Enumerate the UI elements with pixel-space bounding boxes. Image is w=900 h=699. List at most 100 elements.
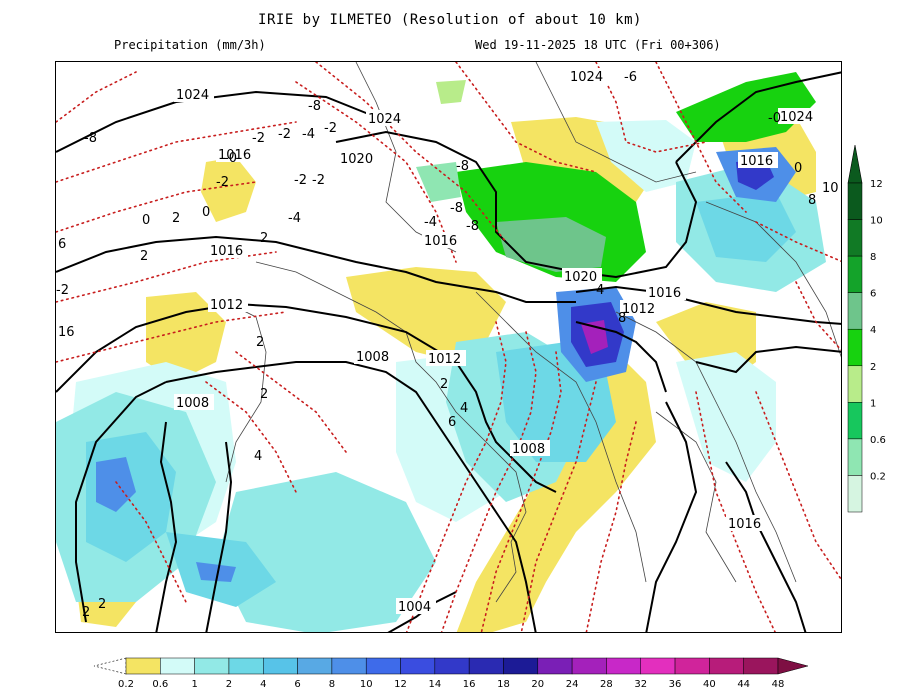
svg-text:1012: 1012 (428, 352, 461, 367)
precip-legend-tick: 48 (772, 679, 785, 690)
isobar-label: 1016 (738, 152, 778, 169)
isotherm-label: 0 (142, 213, 150, 228)
isotherm-label: 2 (260, 387, 268, 402)
precip-legend-bar: 0.2 0.6 1 2 4 6 8 10 12 14 16 18 20 24 28 32 36 40 44 48 (93, 657, 809, 690)
precip-legend-arrow-right (777, 657, 809, 675)
isotherm-label: -8 (450, 201, 463, 216)
isotherm-label: 4 (254, 449, 262, 464)
map-title: IRIE by ILMETEO (Resolution of about 10 … (258, 12, 642, 28)
snow-legend-tick: 2 (870, 362, 876, 373)
svg-text:1020: 1020 (564, 270, 597, 285)
precip-legend-swatch (606, 657, 641, 675)
svg-text:1020: 1020 (340, 152, 373, 167)
field-label: Precipitation (mm/3h) (114, 38, 266, 52)
valid-time: Wed 19-11-2025 18 UTC (Fri 00+306) (475, 38, 721, 52)
svg-text:1004: 1004 (398, 600, 431, 615)
svg-text:1016: 1016 (740, 154, 773, 169)
svg-text:1024: 1024 (570, 70, 603, 85)
precip-legend-tick: 2 (226, 679, 232, 690)
svg-text:1016: 1016 (210, 244, 243, 259)
isobar-label: 1016 (422, 232, 462, 249)
isotherm-label: 2 (256, 335, 264, 350)
isobar-label: 1008 (510, 440, 550, 457)
precip-legend-swatch (263, 657, 298, 675)
precip-legend-tick: 20 (531, 679, 544, 690)
isotherm-label: -2 (278, 127, 291, 142)
isobar-lines (56, 71, 841, 632)
svg-text:1024: 1024 (176, 88, 209, 103)
precip-legend-tick: 16 (463, 679, 476, 690)
svg-text:1016: 1016 (424, 234, 457, 249)
isotherm-label: -2 (216, 175, 229, 190)
svg-text:1016: 1016 (218, 148, 251, 163)
precip-legend-tick: 10 (360, 679, 373, 690)
precip-legend-tick: 4 (260, 679, 266, 690)
snow-legend-tick: 8 (870, 252, 876, 263)
isotherm-label: 10 (822, 181, 839, 196)
isotherm-label: 8 (808, 193, 816, 208)
svg-text:1008: 1008 (512, 442, 545, 457)
isotherm-label: 2 (260, 231, 268, 246)
precip-legend-tick: 28 (600, 679, 613, 690)
snow-legend: 12 10 8 6 4 2 1 0.6 0.2 (846, 144, 898, 525)
precip-legend-tick: 44 (737, 679, 750, 690)
precip-legend-swatch (537, 657, 573, 675)
precip-legend-swatch (297, 657, 333, 675)
precip-legend-tick: 0.6 (152, 679, 168, 690)
isotherm-label: 4 (460, 401, 468, 416)
isotherm-label: 4 (596, 283, 604, 298)
isotherm-label: -4 (424, 215, 437, 230)
map-panel: 1024 1024 1024 1024 1020 1020 1016 1016 … (55, 61, 842, 633)
precip-legend-tick: 1 (191, 679, 197, 690)
snow-legend-bar: 12 10 8 6 4 2 1 0.6 0.2 (847, 144, 886, 513)
precip-legend-swatch (365, 657, 401, 675)
snow-legend-tick: 1 (870, 398, 876, 409)
precip-legend-tick: 24 (566, 679, 579, 690)
isotherm-label: 0 (794, 161, 802, 176)
isobar-label: 1012 (620, 300, 660, 317)
snow-legend-swatch (847, 219, 863, 257)
isobar-label: 1016 (646, 284, 686, 301)
isotherm-label: -4 (302, 127, 315, 142)
isobar-labels: 1024 1024 1024 1024 1020 1020 1016 1016 … (174, 68, 818, 615)
snow-legend-arrow (847, 144, 863, 184)
isobar-label: 1012 (208, 296, 248, 313)
svg-text:1012: 1012 (210, 298, 243, 313)
precip-legend-tick: 14 (428, 679, 441, 690)
isobar-label: 1004 (396, 598, 436, 615)
svg-text:1016: 1016 (728, 517, 761, 532)
precip-legend-swatch (331, 657, 367, 675)
precip-legend-swatch (434, 657, 470, 675)
isotherm-label: 2 (98, 597, 106, 612)
precip-legend: 0.2 0.6 1 2 4 6 8 10 12 14 16 18 20 24 28 32 36 40 44 48 (92, 655, 812, 695)
isotherm-label: -2 (324, 121, 337, 136)
isotherm-label: -2 (312, 173, 325, 188)
snow-legend-tick: 10 (870, 216, 883, 227)
precip-legend-tick: 12 (394, 679, 407, 690)
snow-legend-tick: 0.6 (870, 435, 886, 446)
isotherm-label: 2 (140, 249, 148, 264)
isotherm-label: -8 (466, 219, 479, 234)
isobar-label: 1012 (426, 350, 466, 367)
isotherm-lines (56, 62, 841, 632)
snow-legend-swatch (847, 255, 863, 293)
precip-legend-swatch (743, 657, 779, 675)
precip-legend-swatch (160, 657, 195, 675)
precip-legend-tick: 6 (294, 679, 300, 690)
isotherm-label: -8 (456, 159, 469, 174)
isotherm-labels: -6 -8 -8 -8 -8 -8 -4 -4 -4 -2 -2 -2 -2 -… (56, 70, 839, 620)
isotherm-label: 0 (202, 205, 210, 220)
snow-legend-swatch (847, 365, 863, 403)
precip-legend-tick: 8 (329, 679, 335, 690)
svg-text:1024: 1024 (780, 110, 813, 125)
snow-legend-swatch (847, 292, 863, 330)
isotherm-label: -2 (252, 131, 265, 146)
svg-text:1016: 1016 (648, 286, 681, 301)
snow-legend-swatch (847, 182, 863, 220)
isotherm-label: 6 (448, 415, 456, 430)
svg-text:1024: 1024 (368, 112, 401, 127)
isotherm-label: -2 (56, 283, 69, 298)
isobar-label: 1024 (778, 108, 818, 125)
isotherm-label: 6 (58, 237, 66, 252)
snow-legend-tick: 0.2 (870, 471, 886, 482)
